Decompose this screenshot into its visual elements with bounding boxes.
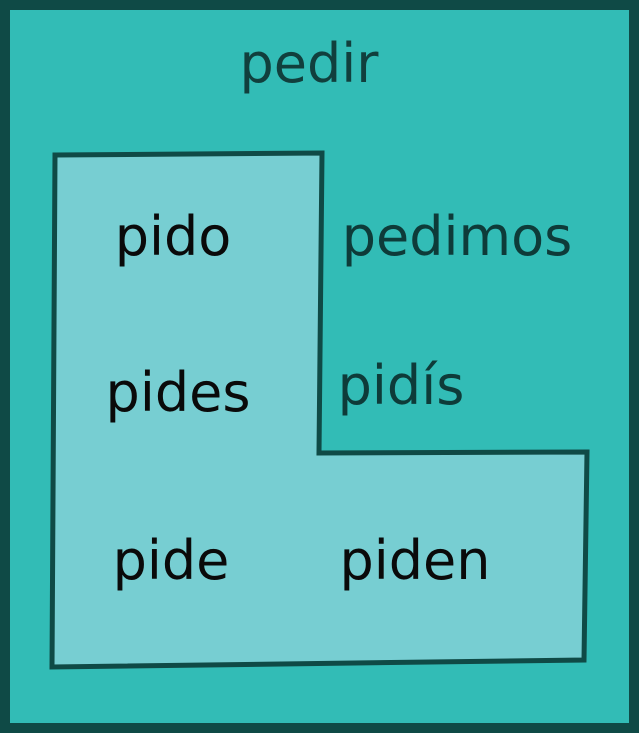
form-nosotros: pedimos [341,205,573,268]
form-yo: pido [114,205,232,268]
boot-shape [49,150,590,670]
form-el: pide [112,529,230,592]
infinitive-title: pedir [239,32,379,95]
form-tu: pides [105,361,251,424]
form-vosotros: pidís [337,354,465,417]
form-ellos: piden [339,529,491,592]
